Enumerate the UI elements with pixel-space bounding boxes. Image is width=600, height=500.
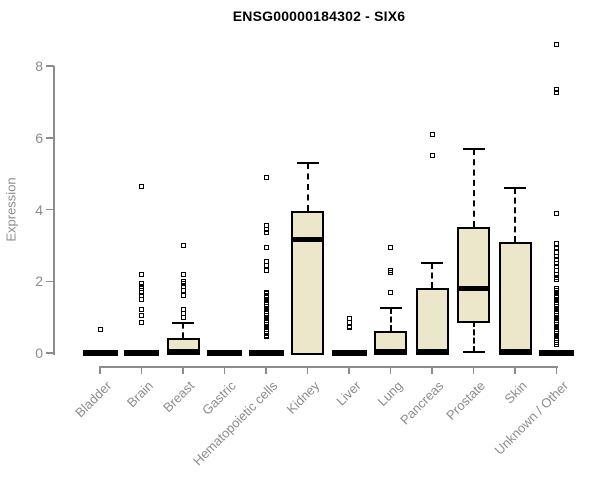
y-tick-label: 6 [35, 129, 43, 146]
outlier-point [139, 271, 144, 277]
y-axis-line [53, 66, 55, 355]
x-axis-category-label: Liver [333, 378, 364, 409]
box-iqr [457, 227, 490, 323]
outlier-point [180, 287, 186, 293]
collapsed-box-median [124, 350, 159, 356]
y-tick-label: 8 [35, 58, 43, 74]
outlier-point [554, 276, 559, 282]
outlier-point [263, 230, 269, 236]
x-tick-mark [514, 366, 516, 374]
x-tick-mark [223, 366, 226, 374]
collapsed-box-median [82, 350, 118, 356]
outlier-point [429, 131, 435, 137]
lower-whisker-line [472, 320, 475, 353]
collapsed-box-median [248, 350, 284, 356]
median-line [374, 348, 407, 354]
outlier-point [346, 325, 352, 331]
median-line [457, 285, 490, 291]
x-axis-category-label: Brain [124, 378, 157, 411]
outlier-point [139, 296, 144, 302]
x-axis-category-label: Bladder [72, 378, 115, 421]
y-tick-label: 2 [35, 273, 43, 290]
upper-whisker-line [431, 263, 433, 289]
upper-whisker-line [514, 187, 516, 242]
x-axis-category-label: Breast [160, 378, 198, 416]
x-tick-mark [555, 366, 558, 374]
upper-whisker-cap [379, 307, 402, 310]
x-axis-category-label: Pancreas [397, 378, 447, 428]
upper-whisker-cap [172, 321, 194, 324]
x-tick-mark [389, 366, 392, 374]
upper-whisker-line [389, 308, 392, 332]
x-axis-line [99, 366, 558, 368]
box-iqr [415, 288, 449, 355]
x-axis-category-label: Prostate [443, 378, 489, 423]
x-axis-category-label: Skin [501, 378, 530, 407]
x-tick-mark [431, 366, 433, 374]
median-line [498, 348, 532, 354]
collapsed-box-median [539, 350, 574, 356]
outlier-point [263, 262, 269, 268]
x-tick-mark [182, 366, 184, 374]
outlier-point [554, 90, 559, 96]
x-axis-category-label: Lung [374, 378, 406, 410]
upper-whisker-line [182, 322, 184, 338]
x-axis-category-label: Kidney [283, 378, 323, 417]
upper-whisker-cap [504, 186, 526, 189]
upper-whisker-line [472, 148, 475, 228]
median-line [166, 348, 200, 354]
outlier-point [139, 307, 144, 313]
x-axis-category-label: Gastric [199, 378, 240, 418]
outlier-point [388, 244, 393, 250]
x-tick-mark [99, 366, 101, 374]
collapsed-box-median [331, 350, 367, 356]
y-tick-mark [46, 280, 54, 282]
upper-whisker-cap [462, 147, 485, 150]
upper-whisker-cap [296, 161, 319, 164]
median-line [291, 237, 324, 243]
x-tick-mark [265, 366, 267, 374]
outlier-point [180, 314, 186, 320]
outlier-point [554, 210, 559, 216]
y-tick-mark [46, 208, 54, 211]
y-tick-label: 0 [35, 345, 43, 361]
outlier-point [263, 267, 269, 273]
x-axis-category-label: Unknown / Other [491, 378, 572, 458]
outlier-point [180, 242, 186, 248]
median-line [415, 348, 449, 354]
collapsed-box-median [207, 350, 242, 356]
outlier-point [554, 41, 559, 47]
y-tick-mark [46, 137, 54, 139]
upper-whisker-line [306, 162, 309, 212]
y-tick-mark [46, 65, 54, 67]
y-tick-label: 4 [35, 201, 43, 218]
outlier-point [554, 341, 559, 347]
x-tick-mark [348, 366, 350, 374]
outlier-point [263, 334, 269, 340]
outlier-point [388, 269, 393, 275]
outlier-point [139, 320, 144, 325]
chart-title: ENSG00000184302 - SIX6 [232, 8, 406, 24]
outlier-point [263, 244, 269, 250]
y-tick-mark [46, 352, 54, 354]
outlier-point [97, 327, 103, 333]
outlier-point [263, 174, 269, 180]
outlier-point [429, 153, 435, 159]
box-iqr [498, 241, 532, 355]
lower-whisker-cap [462, 351, 485, 354]
x-tick-mark [472, 366, 475, 374]
x-tick-mark [306, 366, 309, 374]
outlier-point [180, 271, 186, 277]
box-iqr [291, 211, 324, 355]
outlier-point [180, 293, 186, 299]
outlier-point [139, 312, 144, 318]
outlier-point [139, 183, 144, 189]
outlier-point [388, 289, 393, 295]
upper-whisker-cap [421, 262, 443, 265]
x-tick-mark [140, 366, 143, 374]
